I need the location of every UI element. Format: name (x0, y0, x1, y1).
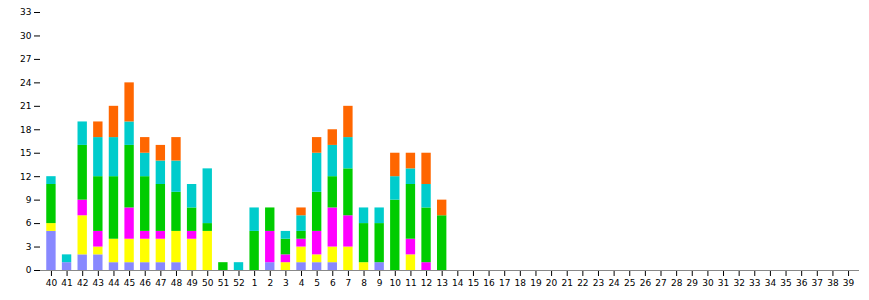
svg-text:18: 18 (515, 278, 527, 288)
svg-text:49: 49 (186, 278, 198, 288)
svg-text:5: 5 (314, 278, 320, 288)
svg-text:27: 27 (20, 54, 31, 64)
svg-text:41: 41 (61, 278, 72, 288)
svg-text:8: 8 (361, 278, 367, 288)
svg-text:9: 9 (377, 278, 383, 288)
svg-text:22: 22 (577, 278, 588, 288)
svg-text:13: 13 (436, 278, 447, 288)
svg-text:40: 40 (46, 278, 58, 288)
svg-text:20: 20 (546, 278, 558, 288)
svg-text:30: 30 (20, 31, 32, 41)
svg-text:25: 25 (624, 278, 635, 288)
svg-text:21: 21 (561, 278, 572, 288)
svg-text:0: 0 (26, 265, 32, 275)
svg-text:15: 15 (20, 148, 31, 158)
svg-text:28: 28 (671, 278, 683, 288)
svg-text:19: 19 (530, 278, 542, 288)
svg-text:9: 9 (26, 195, 32, 205)
svg-text:12: 12 (421, 278, 432, 288)
svg-text:33: 33 (20, 7, 31, 17)
svg-text:24: 24 (20, 78, 32, 88)
svg-text:4: 4 (299, 278, 305, 288)
svg-text:2: 2 (267, 278, 273, 288)
svg-text:33: 33 (749, 278, 760, 288)
svg-text:14: 14 (452, 278, 464, 288)
svg-text:39: 39 (843, 278, 855, 288)
svg-text:18: 18 (20, 125, 32, 135)
svg-text:3: 3 (283, 278, 289, 288)
svg-text:48: 48 (171, 278, 183, 288)
svg-text:12: 12 (20, 172, 31, 182)
svg-text:45: 45 (124, 278, 135, 288)
svg-text:23: 23 (593, 278, 604, 288)
svg-text:10: 10 (390, 278, 402, 288)
svg-text:44: 44 (108, 278, 120, 288)
svg-text:38: 38 (827, 278, 839, 288)
svg-text:1: 1 (252, 278, 258, 288)
svg-text:36: 36 (796, 278, 808, 288)
svg-text:42: 42 (77, 278, 88, 288)
svg-text:27: 27 (655, 278, 666, 288)
svg-text:7: 7 (346, 278, 352, 288)
svg-text:16: 16 (483, 278, 495, 288)
svg-text:52: 52 (233, 278, 244, 288)
svg-text:34: 34 (765, 278, 777, 288)
svg-text:3: 3 (26, 242, 32, 252)
svg-text:30: 30 (702, 278, 714, 288)
svg-text:17: 17 (499, 278, 510, 288)
svg-text:15: 15 (468, 278, 479, 288)
svg-text:51: 51 (218, 278, 229, 288)
svg-text:6: 6 (330, 278, 336, 288)
svg-text:46: 46 (139, 278, 151, 288)
svg-text:31: 31 (718, 278, 729, 288)
svg-text:21: 21 (20, 101, 31, 111)
svg-text:37: 37 (812, 278, 823, 288)
svg-text:32: 32 (733, 278, 744, 288)
svg-text:50: 50 (202, 278, 214, 288)
svg-text:24: 24 (608, 278, 620, 288)
svg-text:47: 47 (155, 278, 166, 288)
svg-text:43: 43 (93, 278, 104, 288)
svg-text:11: 11 (405, 278, 416, 288)
svg-text:26: 26 (640, 278, 652, 288)
svg-text:29: 29 (687, 278, 699, 288)
svg-text:6: 6 (26, 218, 32, 228)
svg-text:35: 35 (780, 278, 791, 288)
